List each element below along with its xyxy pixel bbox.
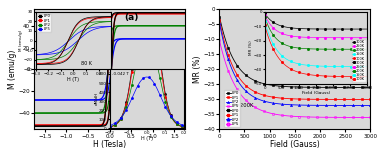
LP5 (217, 40, 222, 41)
LP5 (301, 116, 305, 118)
LP5 (258, 109, 262, 111)
LP2 (368, 105, 373, 106)
LP2 (258, 99, 262, 101)
LP0 (258, 82, 262, 83)
Line: LP2: LP2 (218, 22, 372, 107)
LP0 (301, 86, 305, 88)
LP0 (321, 86, 326, 88)
LP1 (301, 98, 305, 100)
LP2 (249, 94, 254, 96)
LP2 (336, 105, 341, 106)
LP0 (368, 86, 373, 88)
Line: LP1: LP1 (218, 19, 372, 101)
Y-axis label: MR (%): MR (%) (193, 56, 202, 83)
LP5 (249, 104, 254, 106)
LP5 (321, 116, 326, 118)
LP1 (258, 93, 262, 95)
LP0 (336, 86, 341, 88)
Y-axis label: M (emu/g): M (emu/g) (8, 50, 17, 89)
Text: (b): (b) (292, 13, 307, 22)
LP1 (321, 98, 326, 100)
LP1 (363, 98, 368, 100)
LP1 (249, 89, 254, 91)
X-axis label: Field (Gauss): Field (Gauss) (270, 140, 320, 149)
LP2 (363, 105, 368, 106)
Legend: LP0, LP1, LP2, LP5, LP0, LP1, LP2, LP5: LP0, LP1, LP2, LP5, LP0, LP1, LP2, LP5 (225, 90, 240, 127)
LP1 (368, 98, 373, 100)
Text: (a): (a) (125, 13, 139, 22)
LP2 (301, 104, 305, 106)
Line: LP0: LP0 (218, 15, 372, 89)
LP5 (363, 117, 368, 118)
LP0 (217, 16, 222, 17)
LP1 (336, 98, 341, 100)
Line: LP5: LP5 (218, 39, 372, 119)
LP5 (368, 117, 373, 118)
X-axis label: H (Tesla): H (Tesla) (93, 140, 126, 149)
LP0 (249, 78, 254, 80)
Text: At T=200K: At T=200K (225, 103, 254, 108)
LP2 (321, 104, 326, 106)
LP1 (217, 19, 222, 21)
LP5 (336, 116, 341, 118)
LP0 (363, 86, 368, 88)
LP2 (217, 22, 222, 24)
